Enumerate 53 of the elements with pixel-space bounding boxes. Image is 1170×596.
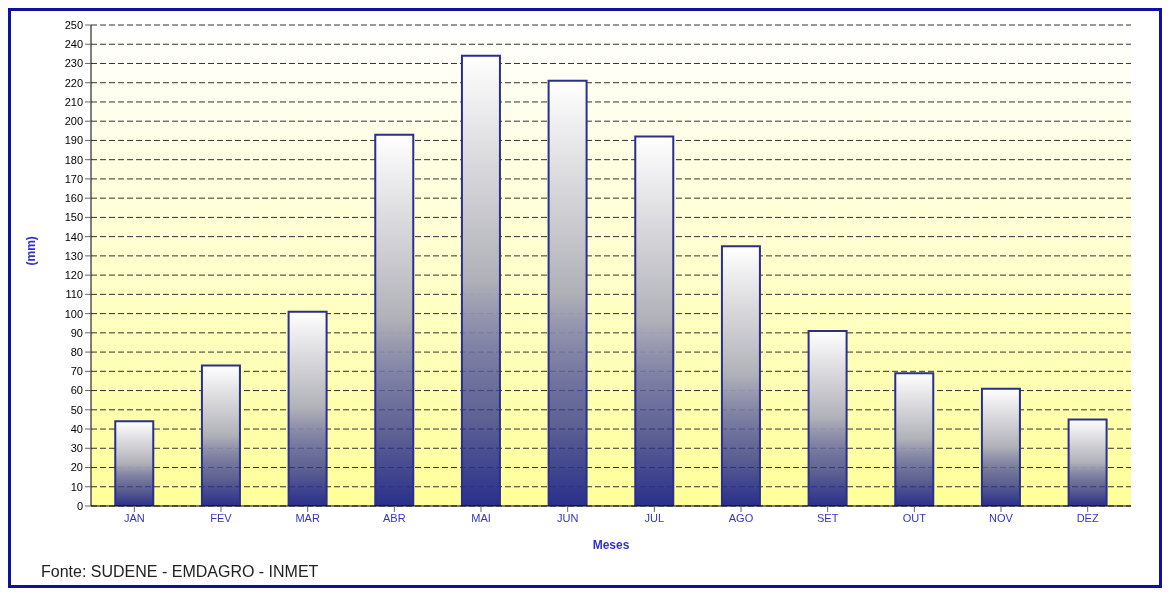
x-tick-label: AGO [728,511,754,524]
y-tick-label: 130 [64,249,83,262]
y-tick-label: 140 [64,230,83,243]
x-tick-label: ABR [383,511,406,524]
bar [114,420,155,506]
x-axis-title: Meses [592,538,630,552]
y-tick-label: 90 [70,326,83,339]
x-tick-label: NOV [989,511,1014,524]
x-tick-label: OUT [902,511,927,524]
y-tick-label: 0 [76,499,83,512]
x-tick-label: SET [816,511,839,524]
source-note: Fonte: SUDENE - EMDAGRO - INMET [41,563,319,581]
y-tick-label: 240 [64,38,83,51]
x-tick-label: MAI [471,511,491,524]
x-tick-label: JUL [644,511,665,524]
y-tick-label: 190 [64,134,83,147]
y-tick-label: 150 [64,211,83,224]
y-tick-label: 100 [64,307,83,320]
y-tick-label: 170 [64,172,83,185]
bar [374,133,415,506]
y-tick-label: 160 [64,192,83,205]
bar [634,135,675,506]
bar [287,310,328,506]
y-tick-label: 30 [70,442,83,455]
y-tick-label: 50 [70,403,83,416]
y-tick-label: 20 [70,461,83,474]
y-axis-title: (mm) [24,236,39,266]
y-tick-label: 10 [70,480,83,493]
x-tick-label: JAN [123,511,145,524]
x-tick-label: DEZ [1076,511,1099,524]
y-tick-label: 40 [70,422,83,435]
y-tick-label: 250 [64,18,83,31]
y-tick-label: 220 [64,76,83,89]
y-tick-label: 60 [70,384,83,397]
y-tick-label: 70 [70,365,83,378]
y-tick-label: 80 [70,345,83,358]
bar [547,79,588,506]
bar [460,54,501,506]
x-tick-label: JUN [556,511,579,524]
bar [894,372,935,506]
bar [720,245,761,506]
y-tick-label: 200 [64,115,83,128]
y-tick-label: 180 [64,153,83,166]
bar [807,329,848,506]
x-tick-label: MAR [295,511,320,524]
bar [980,387,1021,506]
y-tick-label: 110 [65,288,83,301]
bar [1067,418,1108,506]
y-tick-label: 120 [64,269,83,282]
y-tick-label: 210 [64,95,83,108]
bar [200,364,241,506]
y-tick-label: 230 [64,57,83,70]
x-tick-label: FEV [210,511,233,524]
